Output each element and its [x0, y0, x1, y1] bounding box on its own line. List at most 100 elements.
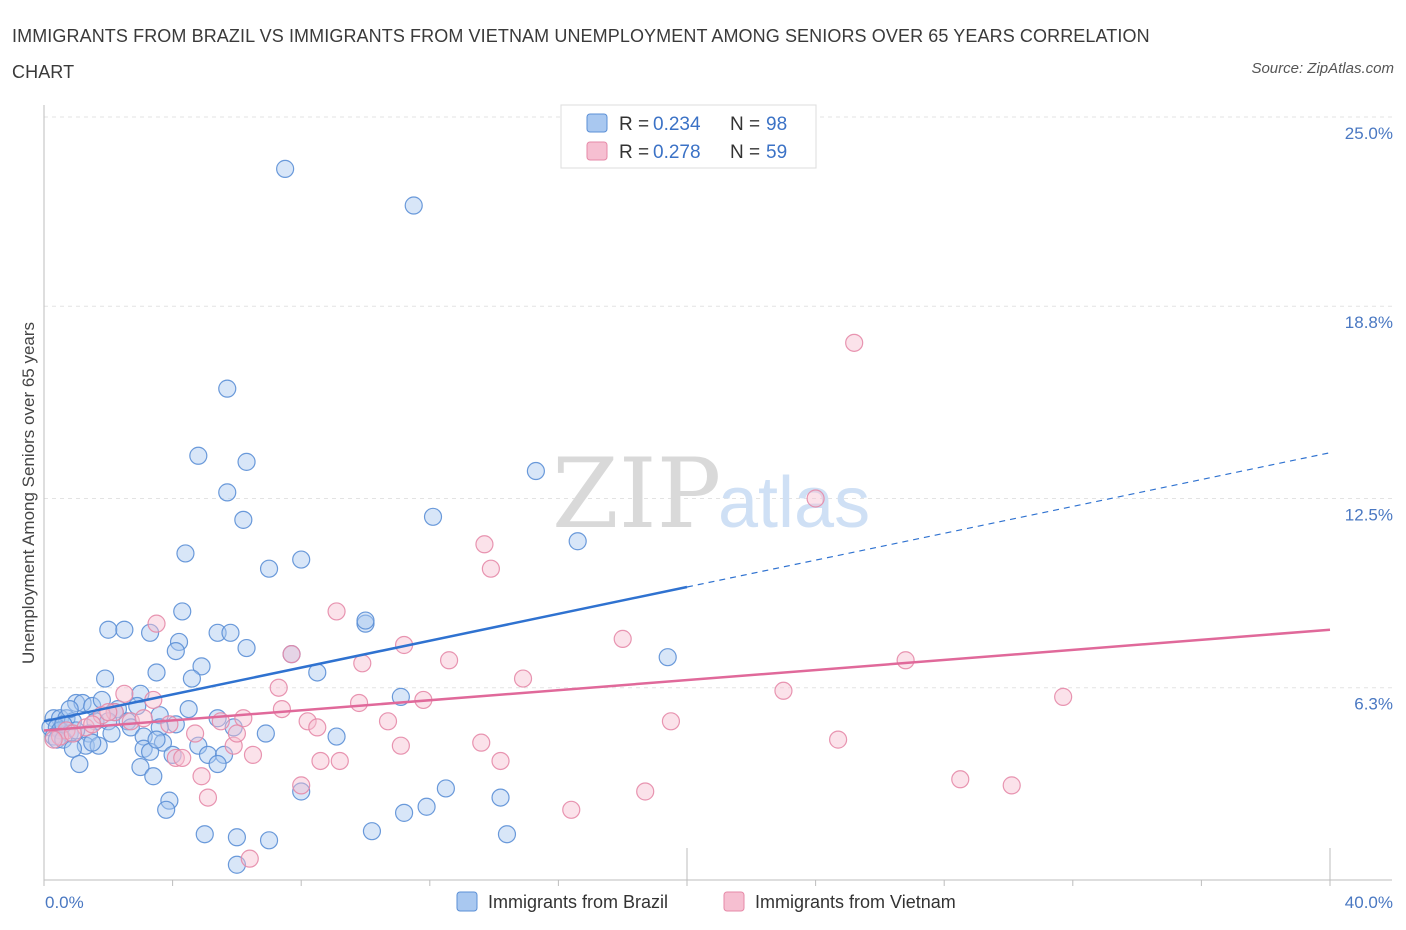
brazil-point-29	[182, 669, 201, 688]
legend-r-brazil: 0.234	[653, 114, 701, 135]
vietnam-point-51	[198, 788, 218, 807]
bottom-legend-vietnam: Immigrants from Vietnam	[755, 892, 956, 912]
brazil-point-85	[227, 828, 246, 847]
brazil-point-81	[417, 797, 436, 816]
legend-swatch-brazil	[586, 113, 608, 133]
vietnam-point-1	[806, 489, 825, 508]
brazil-point-76	[144, 767, 163, 786]
x-tick-label-min: 0.0%	[45, 893, 84, 912]
brazil-point-18	[140, 623, 160, 642]
legend-swatch-vietnam	[586, 141, 608, 161]
vietnam-point-49	[292, 776, 311, 795]
vietnam-point-18	[349, 693, 369, 713]
brazil-trend-line	[43, 585, 688, 723]
vietnam-point-11	[353, 654, 372, 673]
vietnam-point-54	[44, 730, 63, 749]
vietnam-point-53	[240, 849, 259, 868]
vietnam-point-8	[439, 651, 459, 670]
brazil-point-16	[99, 620, 118, 639]
brazil-point-83	[394, 803, 414, 822]
brazil-point-28	[147, 663, 166, 682]
brazil-point-72	[214, 745, 234, 764]
brazil-point-61	[256, 724, 275, 743]
top-legend: R = 0.234 N = 98 R = 0.278 N = 59	[560, 104, 817, 169]
brazil-point-23	[237, 638, 256, 658]
brazil-point-12	[259, 559, 279, 578]
vietnam-point-30	[661, 712, 681, 731]
vietnam-point-0	[845, 333, 864, 352]
vietnam-point-41	[166, 748, 185, 768]
brazil-point-9	[568, 532, 587, 551]
brazil-point-25	[658, 648, 677, 667]
vietnam-point-29	[378, 712, 398, 731]
vietnam-point-37	[472, 733, 491, 752]
brazil-point-6	[218, 483, 237, 502]
brazil-point-15	[356, 611, 375, 630]
brazil-point-75	[208, 754, 227, 774]
trend-lines	[43, 452, 1331, 732]
vietnam-point-50	[636, 782, 655, 801]
brazil-point-7	[234, 510, 253, 529]
brazil-point-66	[63, 739, 83, 758]
vietnam-point-42	[173, 748, 192, 768]
brazil-point-19	[208, 623, 227, 642]
y-tick-label-1: 12.5%	[1345, 506, 1393, 525]
brazil-point-93	[179, 699, 198, 719]
vietnam-point-5	[147, 614, 166, 633]
brazil-point-78	[436, 779, 455, 798]
brazil-point-79	[491, 788, 510, 807]
brazil-point-87	[362, 822, 382, 841]
vietnam-point-40	[243, 745, 263, 764]
brazil-point-73	[70, 754, 89, 774]
vietnam-point-31	[308, 718, 327, 737]
vietnam-points	[44, 333, 1073, 868]
brazil-point-30	[95, 669, 115, 688]
y-axis-title: Unemployment Among Seniors over 65 years	[19, 322, 38, 664]
vietnam-point-3	[481, 559, 500, 578]
brazil-point-22	[166, 641, 185, 661]
brazil-point-88	[497, 825, 517, 844]
vietnam-point-10	[282, 645, 301, 664]
watermark-atlas: atlas	[718, 463, 870, 543]
legend-n-label-brazil: N =	[730, 114, 760, 135]
vietnam-point-43	[311, 751, 330, 771]
gridlines	[44, 116, 1392, 689]
vietnam-point-52	[562, 800, 581, 819]
vietnam-point-13	[269, 678, 288, 697]
brazil-point-97	[83, 733, 102, 752]
vietnam-point-21	[234, 709, 253, 728]
brazil-point-10	[176, 544, 195, 563]
y-tick-labels: 6.3% 12.5% 18.8% 25.0%	[1345, 124, 1393, 714]
vietnam-point-39	[391, 736, 410, 755]
vietnam-point-28	[298, 712, 317, 731]
y-tick-label-2: 18.8%	[1345, 313, 1393, 332]
legend-r-label-brazil: R =	[619, 114, 649, 135]
vietnam-point-56	[83, 715, 102, 734]
vietnam-point-6	[613, 629, 632, 648]
vietnam-point-45	[491, 751, 510, 771]
vietnam-point-26	[160, 715, 179, 734]
vietnam-point-44	[330, 751, 349, 771]
vietnam-point-58	[227, 724, 246, 743]
vietnam-point-15	[774, 681, 793, 700]
brazil-point-95	[147, 730, 166, 749]
brazil-point-56	[102, 724, 121, 743]
vietnam-point-48	[1002, 776, 1021, 795]
brazil-point-5	[526, 461, 545, 481]
brazil-point-20	[221, 623, 240, 642]
brazil-point-26	[192, 657, 211, 676]
bottom-legend-brazil: Immigrants from Brazil	[488, 892, 668, 912]
vietnam-point-22	[272, 699, 292, 719]
vietnam-point-38	[829, 730, 848, 749]
brazil-point-1	[404, 196, 423, 215]
brazil-point-11	[292, 550, 311, 569]
vietnam-point-4	[327, 602, 346, 621]
vietnam-point-12	[513, 669, 533, 688]
chart-title: IMMIGRANTS FROM BRAZIL VS IMMIGRANTS FRO…	[12, 26, 1150, 82]
x-tick-label-max: 40.0%	[1345, 893, 1393, 912]
brazil-point-8	[423, 507, 443, 526]
brazil-point-74	[131, 757, 150, 777]
brazil-point-17	[115, 620, 134, 639]
vietnam-point-2	[475, 535, 494, 554]
legend-r-vietnam: 0.278	[653, 142, 701, 163]
